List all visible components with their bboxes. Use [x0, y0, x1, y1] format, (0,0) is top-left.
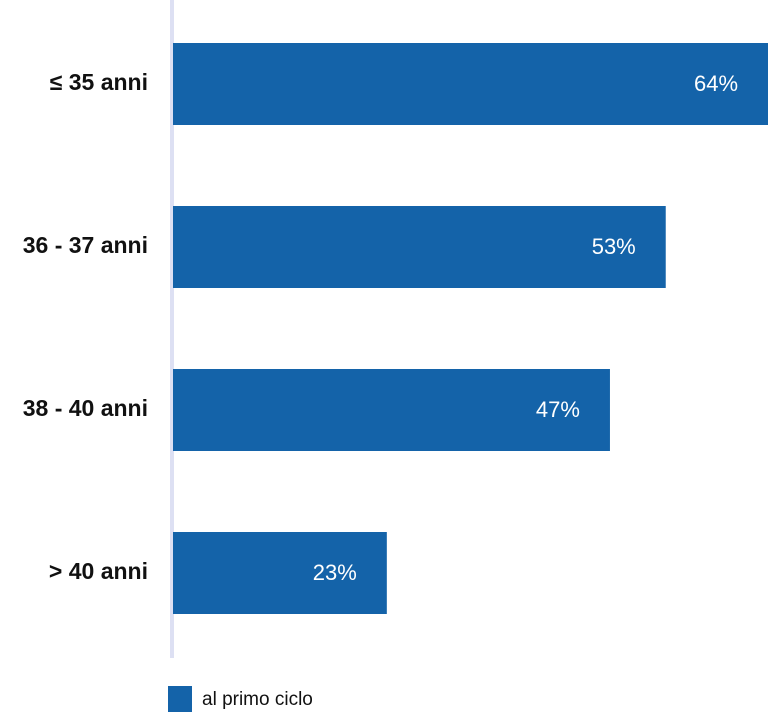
value-label: 53%: [592, 234, 636, 259]
bar: [173, 532, 387, 614]
category-label: > 40 anni: [49, 558, 148, 584]
value-label: 64%: [694, 71, 738, 96]
value-label: 23%: [313, 560, 357, 585]
legend-swatch: [168, 686, 192, 712]
category-label: ≤ 35 anni: [50, 69, 148, 95]
bar: [173, 369, 610, 451]
bar: [173, 206, 666, 288]
category-label: 36 - 37 anni: [23, 232, 148, 258]
bar: [173, 43, 768, 125]
value-label: 47%: [536, 397, 580, 422]
legend-label: al primo ciclo: [202, 689, 313, 710]
category-label: 38 - 40 anni: [23, 395, 148, 421]
